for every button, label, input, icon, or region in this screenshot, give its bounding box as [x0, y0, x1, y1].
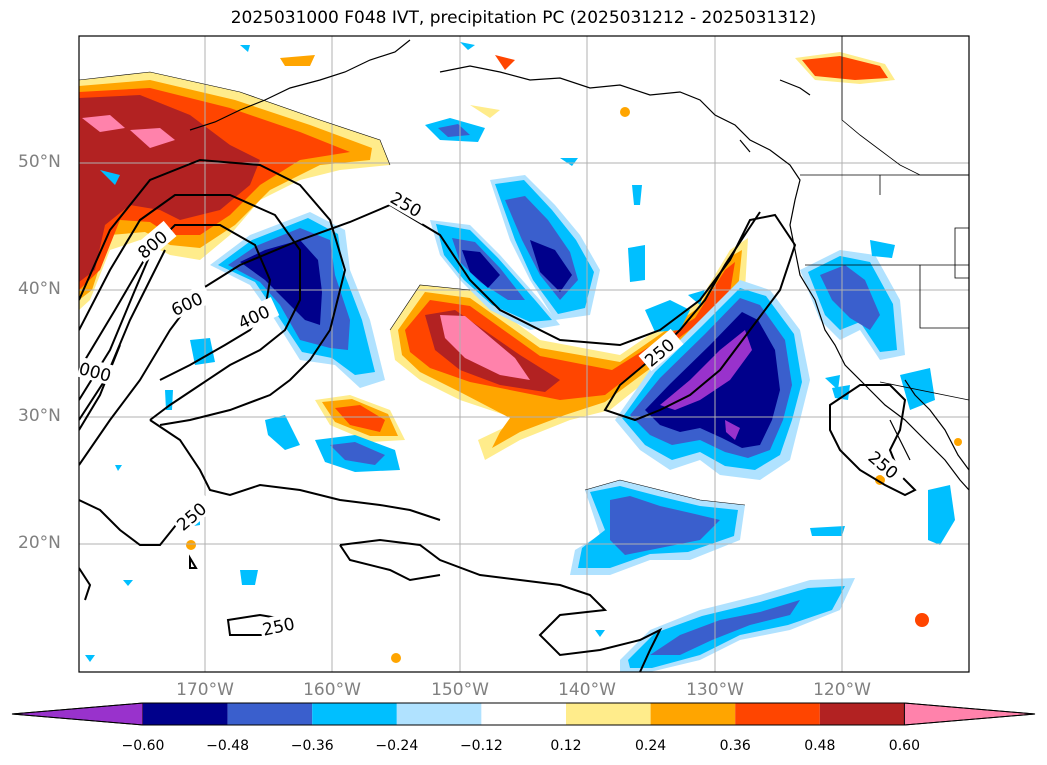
colorbar-segment	[819, 703, 905, 725]
colorbar-tick-label: 0.36	[719, 738, 751, 754]
lon-label: 140°W	[558, 680, 616, 700]
colorbar-segment	[227, 703, 313, 725]
map-frame	[78, 35, 970, 673]
graticule	[79, 36, 969, 672]
colorbar-outline	[11, 702, 1036, 726]
ivt-contours	[79, 158, 917, 672]
colorbar-tick-label: −0.12	[459, 738, 503, 754]
map-title: 2025031000 F048 IVT, precipitation PC (2…	[230, 8, 817, 28]
precip-positive-region	[390, 238, 748, 460]
lon-label: 120°W	[813, 680, 871, 700]
colorbar-segment	[650, 703, 736, 725]
contour-label-group: 250 250 250 250 250 400 600 800 000	[77, 185, 909, 641]
lon-label: 170°W	[176, 680, 234, 700]
colorbar-tick-label: 0.12	[550, 738, 582, 754]
colorbar-segment	[312, 703, 397, 725]
colorbar-extension-max	[903, 702, 1036, 726]
colorbar-segment	[481, 703, 566, 725]
colorbar-tick-label: −0.60	[121, 738, 165, 754]
colorbar-segment	[735, 703, 820, 725]
lat-label: 40°N	[18, 279, 61, 299]
colorbar-tick-label: 0.48	[804, 738, 836, 754]
colorbar-tick-label: −0.48	[206, 738, 250, 754]
lat-label: 30°N	[18, 406, 61, 426]
lon-label: 150°W	[431, 680, 489, 700]
colorbar	[11, 702, 1036, 726]
colorbar-tick-label: −0.24	[375, 738, 419, 754]
colorbar-segment	[566, 703, 651, 725]
colorbar-tick-label: 0.60	[888, 738, 920, 754]
colorbar-segment	[143, 703, 228, 725]
political-borders	[800, 36, 969, 401]
colorbar-extension-min	[11, 702, 144, 726]
colorbar-segment	[396, 703, 482, 725]
lat-label: 20°N	[18, 533, 61, 553]
lon-label: 160°W	[303, 680, 361, 700]
lat-label: 50°N	[18, 152, 61, 172]
lon-label: 130°W	[686, 680, 744, 700]
colorbar-tick-label: −0.36	[290, 738, 334, 754]
colorbar-tick-label: 0.24	[635, 738, 667, 754]
coastline	[189, 39, 969, 491]
